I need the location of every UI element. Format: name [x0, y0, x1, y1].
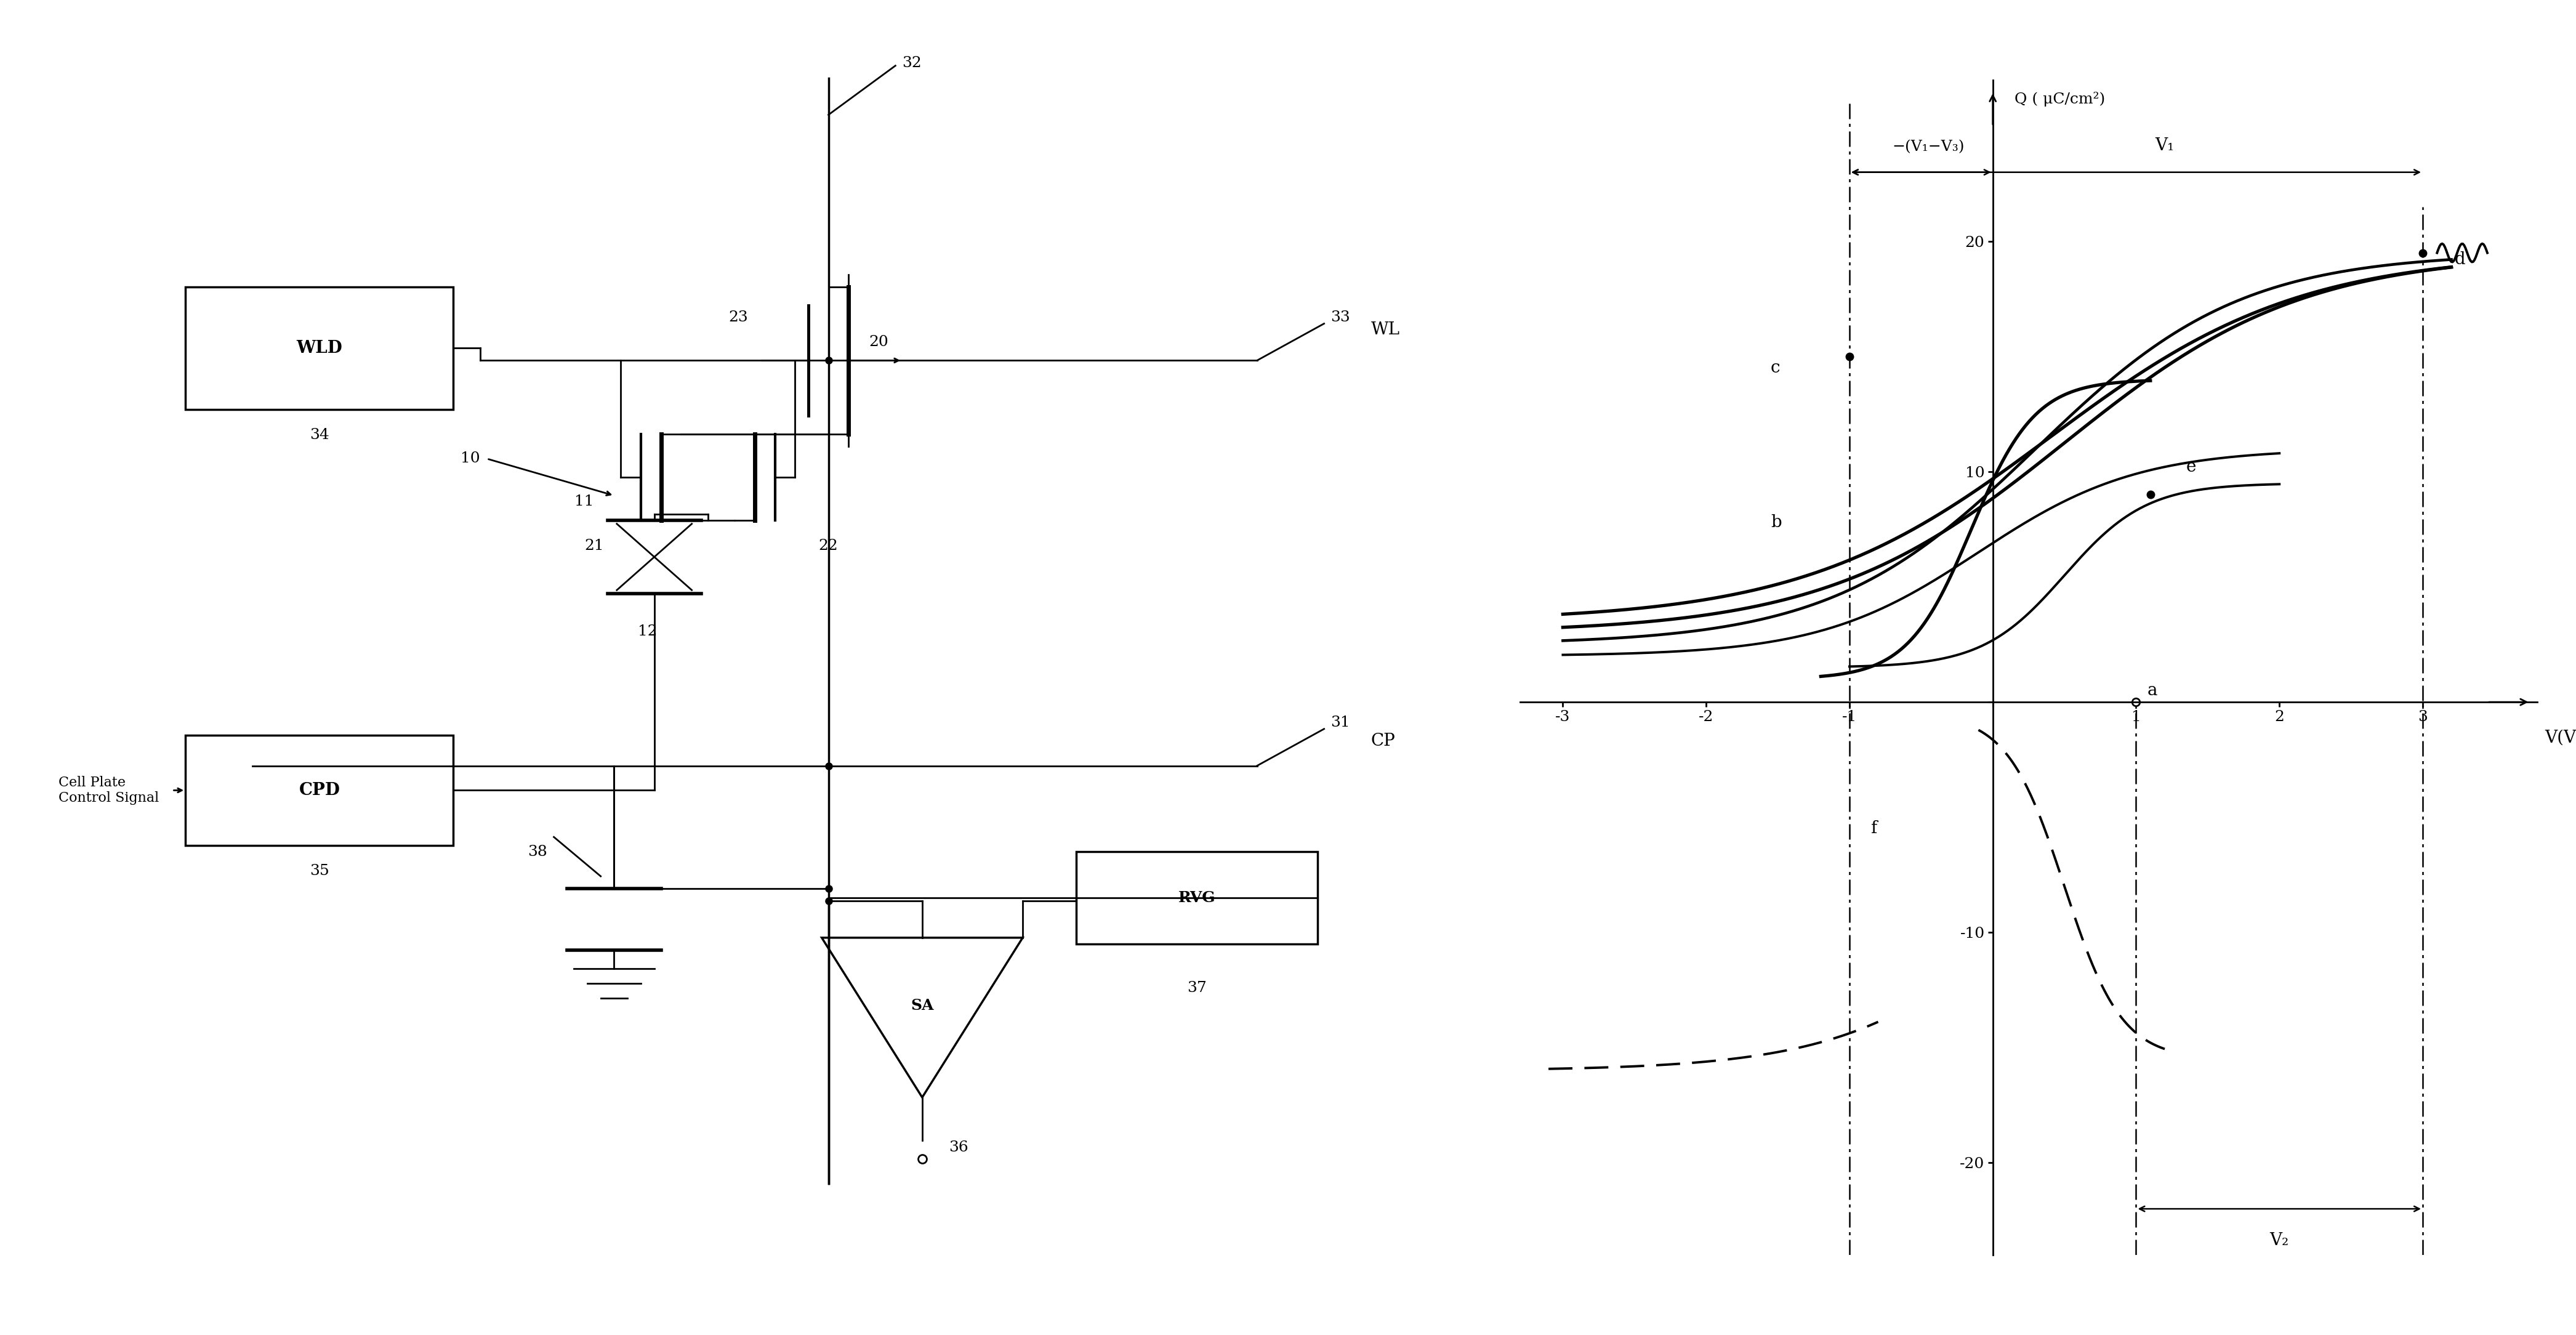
Text: 36: 36: [948, 1140, 969, 1155]
Text: b: b: [1770, 514, 1783, 531]
Bar: [185, 736, 453, 845]
Text: 34: 34: [309, 429, 330, 442]
Text: 11: 11: [574, 494, 595, 509]
Text: V₁: V₁: [2156, 138, 2174, 154]
Text: 31: 31: [1332, 716, 1350, 730]
Text: f: f: [1870, 821, 1878, 837]
Text: 12: 12: [639, 625, 657, 638]
Text: V(V): V(V): [2545, 730, 2576, 746]
Text: WLD: WLD: [296, 340, 343, 356]
Text: −(V₁−V₃): −(V₁−V₃): [1893, 140, 1965, 154]
Text: 38: 38: [528, 845, 546, 858]
Bar: [185, 287, 453, 410]
Text: d: d: [2455, 251, 2465, 268]
Text: CPD: CPD: [299, 782, 340, 798]
Text: 33: 33: [1332, 310, 1350, 324]
Text: WL: WL: [1370, 322, 1399, 338]
Text: e: e: [2187, 459, 2197, 475]
Text: 10: 10: [461, 451, 479, 466]
Text: 23: 23: [729, 310, 747, 324]
Text: c: c: [1770, 359, 1780, 376]
Text: Cell Plate
Control Signal: Cell Plate Control Signal: [59, 776, 160, 805]
Text: 22: 22: [819, 538, 837, 553]
Text: RVG: RVG: [1177, 890, 1216, 905]
Text: Q ( μC/cm²): Q ( μC/cm²): [2014, 92, 2105, 107]
Text: CP: CP: [1370, 733, 1396, 749]
Text: 35: 35: [309, 864, 330, 878]
Text: 21: 21: [585, 538, 603, 553]
Text: 20: 20: [868, 335, 889, 350]
Text: V₂: V₂: [2269, 1232, 2290, 1248]
Text: SA: SA: [912, 997, 933, 1013]
Text: a: a: [2148, 682, 2159, 698]
Bar: [1077, 852, 1316, 944]
Text: 32: 32: [902, 56, 922, 71]
Text: 37: 37: [1188, 981, 1206, 995]
